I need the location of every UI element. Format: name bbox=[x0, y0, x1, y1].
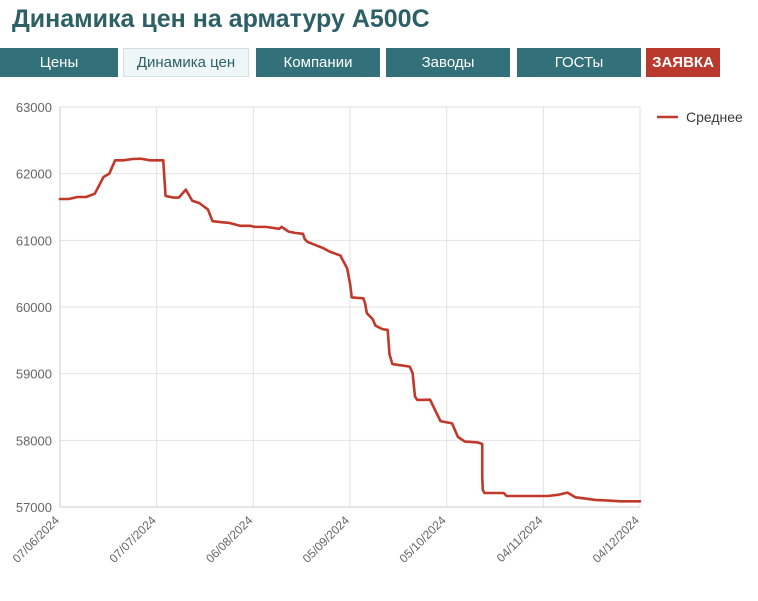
svg-text:07/07/2024: 07/07/2024 bbox=[106, 513, 159, 566]
svg-text:04/12/2024: 04/12/2024 bbox=[590, 513, 643, 566]
svg-text:04/11/2024: 04/11/2024 bbox=[494, 513, 546, 565]
svg-text:05/10/2024: 05/10/2024 bbox=[396, 513, 449, 566]
svg-text:57000: 57000 bbox=[16, 500, 52, 515]
svg-text:Среднее: Среднее bbox=[686, 109, 743, 125]
svg-text:58000: 58000 bbox=[16, 433, 52, 448]
svg-text:62000: 62000 bbox=[16, 167, 52, 182]
svg-text:59000: 59000 bbox=[16, 367, 52, 382]
svg-text:63000: 63000 bbox=[16, 100, 52, 115]
svg-text:06/08/2024: 06/08/2024 bbox=[203, 513, 256, 566]
svg-text:05/09/2024: 05/09/2024 bbox=[300, 513, 353, 566]
svg-text:07/06/2024: 07/06/2024 bbox=[10, 513, 63, 566]
svg-text:61000: 61000 bbox=[16, 233, 52, 248]
svg-text:60000: 60000 bbox=[16, 300, 52, 315]
